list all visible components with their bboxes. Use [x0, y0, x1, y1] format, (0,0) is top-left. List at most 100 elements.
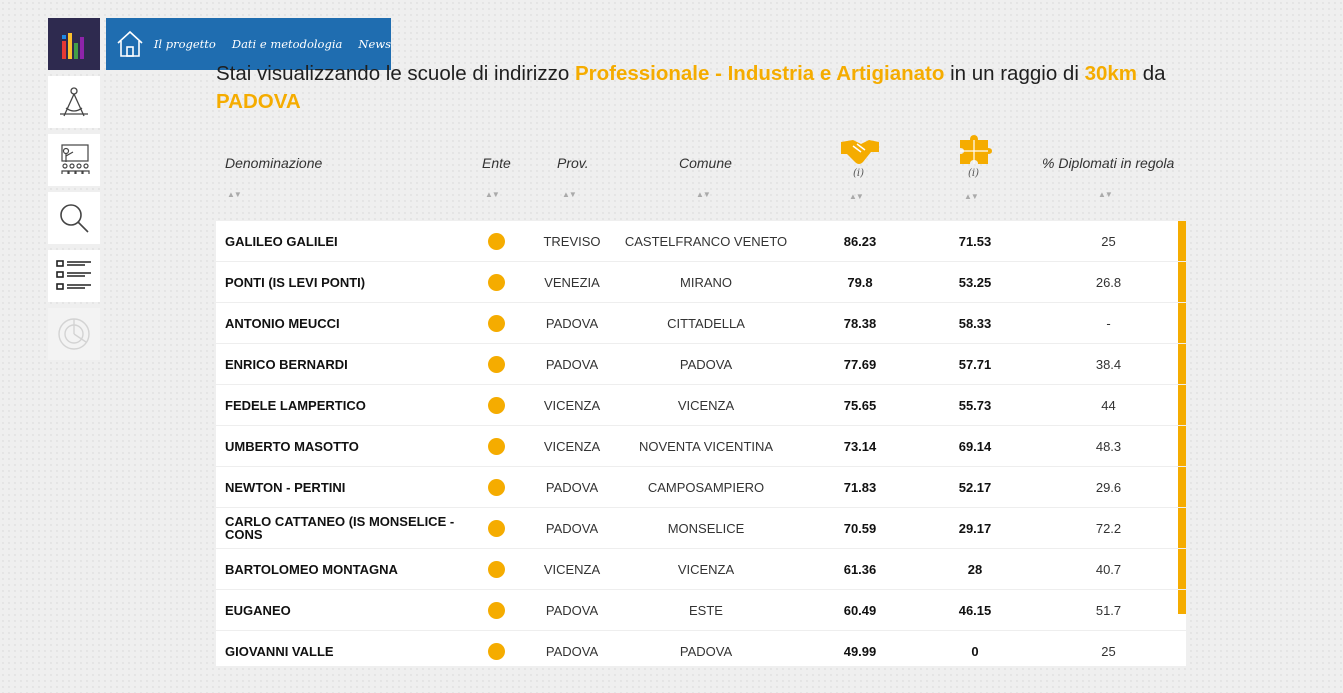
- ente-dot-icon: [487, 642, 505, 660]
- school-name[interactable]: ENRICO BERNARDI: [225, 356, 348, 372]
- university-index-cell: 28: [967, 561, 983, 577]
- ente-cell: [486, 221, 506, 261]
- employment-index-cell: 71.83: [843, 479, 877, 495]
- employment-index-cell: 49.99: [843, 643, 877, 659]
- top-nav: Il progetto Dati e metodologia News: [106, 18, 391, 70]
- sort-arrows-icon[interactable]: ▲▼: [1098, 190, 1113, 199]
- ente-dot-icon: [487, 314, 505, 332]
- app-logo[interactable]: [48, 18, 100, 70]
- list-icon: [56, 260, 91, 290]
- nav-link-news[interactable]: News: [358, 37, 391, 51]
- table-row[interactable]: BARTOLOMEO MONTAGNA VICENZA VICENZA 61.36 28…: [216, 549, 1186, 590]
- puzzle-icon: [960, 135, 992, 164]
- comune-cell: CITTADELLA: [667, 315, 745, 331]
- home-button[interactable]: [106, 29, 154, 59]
- school-name[interactable]: FEDELE LAMPERTICO: [225, 397, 366, 413]
- diplomati-cell: 25: [1101, 233, 1116, 249]
- table-row[interactable]: NEWTON - PERTINI PADOVA CAMPOSAMPIERO 71.83…: [216, 467, 1186, 508]
- ente-dot-icon: [487, 519, 505, 537]
- university-index-cell: 69.14: [958, 438, 992, 454]
- info-link[interactable]: (i): [968, 168, 980, 179]
- sort-arrows-icon[interactable]: ▲▼: [227, 190, 242, 199]
- prov-cell: PADOVA: [545, 315, 599, 331]
- sort-arrows-icon[interactable]: ▲▼: [562, 190, 577, 199]
- nav-link-progetto[interactable]: Il progetto: [153, 37, 216, 51]
- ente-cell: [486, 385, 506, 425]
- search-button[interactable]: [48, 192, 100, 244]
- headline-radius: 30km: [1084, 62, 1138, 85]
- table-header: Denominazione ▲▼ Ente ▲▼ Prov. ▲▼ Comune…: [216, 126, 1186, 212]
- comune-cell: PADOVA: [679, 643, 733, 659]
- table-row[interactable]: ENRICO BERNARDI PADOVA PADOVA 77.69 57.71 38.…: [216, 344, 1186, 385]
- school-name[interactable]: NEWTON - PERTINI: [225, 479, 346, 495]
- school-name[interactable]: CARLO CATTANEO (IS MONSELICE - CONS: [225, 514, 455, 542]
- employment-index-cell: 75.65: [843, 397, 877, 413]
- diplomati-cell: -: [1106, 315, 1111, 331]
- school-name[interactable]: GALILEO GALILEI: [225, 233, 338, 249]
- university-index-cell: 0: [971, 643, 979, 659]
- employment-index-cell: 61.36: [843, 561, 877, 577]
- headline-indirizzo: Professionale - Industria e Artigianato: [574, 62, 945, 85]
- ente-cell: [486, 467, 506, 507]
- prov-cell: PADOVA: [545, 520, 599, 536]
- sort-arrows-icon[interactable]: ▲▼: [696, 190, 711, 199]
- school-name[interactable]: BARTOLOMEO MONTAGNA: [225, 561, 398, 577]
- info-link[interactable]: (i): [853, 168, 865, 179]
- col-label: % Diplomati in regola: [1042, 155, 1175, 171]
- nav-link-dati[interactable]: Dati e metodologia: [231, 37, 343, 51]
- classroom-button[interactable]: [48, 134, 100, 186]
- employment-index-cell: 78.38: [843, 315, 877, 331]
- ente-cell: [486, 631, 506, 671]
- ente-cell: [486, 303, 506, 343]
- prov-cell: PADOVA: [545, 479, 599, 495]
- employment-index-cell: 60.49: [843, 602, 877, 618]
- school-name[interactable]: PONTI (IS LEVI PONTI): [225, 274, 366, 290]
- diplomati-cell: 40.7: [1095, 561, 1122, 577]
- page-title: Stai visualizzando le scuole di indirizz…: [216, 60, 1176, 116]
- list-view-button[interactable]: [48, 250, 100, 302]
- chart-view-button: [48, 308, 100, 360]
- prov-cell: VICENZA: [543, 561, 601, 577]
- school-name[interactable]: GIOVANNI VALLE: [225, 643, 334, 659]
- comune-cell: CAMPOSAMPIERO: [647, 479, 765, 495]
- table-row[interactable]: PONTI (IS LEVI PONTI) VENEZIA MIRANO 79.8 53…: [216, 262, 1186, 303]
- sort-arrows-icon[interactable]: ▲▼: [964, 192, 979, 201]
- employment-index-cell: 79.8: [847, 274, 873, 290]
- col-denominazione: Denominazione ▲▼: [225, 126, 425, 212]
- employment-index-cell: 77.69: [843, 356, 877, 372]
- col-label: Prov.: [557, 155, 589, 171]
- compass-icon: [60, 87, 88, 117]
- school-name[interactable]: UMBERTO MASOTTO: [225, 438, 359, 454]
- headline-city: PADOVA: [216, 90, 301, 113]
- university-index-cell: 29.17: [958, 520, 992, 536]
- school-name[interactable]: ANTONIO MEUCCI: [225, 315, 340, 331]
- col-employment: (i) ▲▼: [838, 126, 882, 212]
- sort-arrows-icon[interactable]: ▲▼: [485, 190, 500, 199]
- col-ente: Ente ▲▼: [482, 126, 542, 212]
- logo-bars-icon: [62, 33, 84, 59]
- col-label: Denominazione: [225, 155, 323, 171]
- diplomati-cell: 29.6: [1095, 479, 1122, 495]
- table-row[interactable]: EUGANEO PADOVA ESTE 60.49 46.15 51.7: [216, 590, 1186, 631]
- university-index-cell: 53.25: [958, 274, 992, 290]
- ente-dot-icon: [487, 273, 505, 291]
- compass-tool-button[interactable]: [48, 76, 100, 128]
- accent-bar: [1178, 221, 1186, 614]
- school-name[interactable]: EUGANEO: [225, 602, 291, 618]
- ente-cell: [486, 262, 506, 302]
- table-row[interactable]: GIOVANNI VALLE PADOVA PADOVA 49.99 0 25: [216, 631, 1186, 666]
- prov-cell: PADOVA: [545, 356, 599, 372]
- table-row[interactable]: GALILEO GALILEI TREVISO CASTELFRANCO VENET…: [216, 221, 1186, 262]
- table-row[interactable]: CARLO CATTANEO (IS MONSELICE - CONS PADOV…: [216, 508, 1186, 549]
- sidebar: [48, 18, 100, 366]
- ente-cell: [486, 508, 506, 548]
- ente-cell: [486, 590, 506, 630]
- headline-prefix: Stai visualizzando le scuole di indirizz…: [216, 62, 575, 85]
- comune-cell: VICENZA: [677, 397, 735, 413]
- table-row[interactable]: ANTONIO MEUCCI PADOVA CITTADELLA 78.38 58.33…: [216, 303, 1186, 344]
- university-index-cell: 58.33: [958, 315, 992, 331]
- sort-arrows-icon[interactable]: ▲▼: [849, 192, 864, 201]
- table-row[interactable]: UMBERTO MASOTTO VICENZA NOVENTA VICENTINA 7…: [216, 426, 1186, 467]
- table-row[interactable]: FEDELE LAMPERTICO VICENZA VICENZA 75.65 55.7…: [216, 385, 1186, 426]
- ente-dot-icon: [487, 478, 505, 496]
